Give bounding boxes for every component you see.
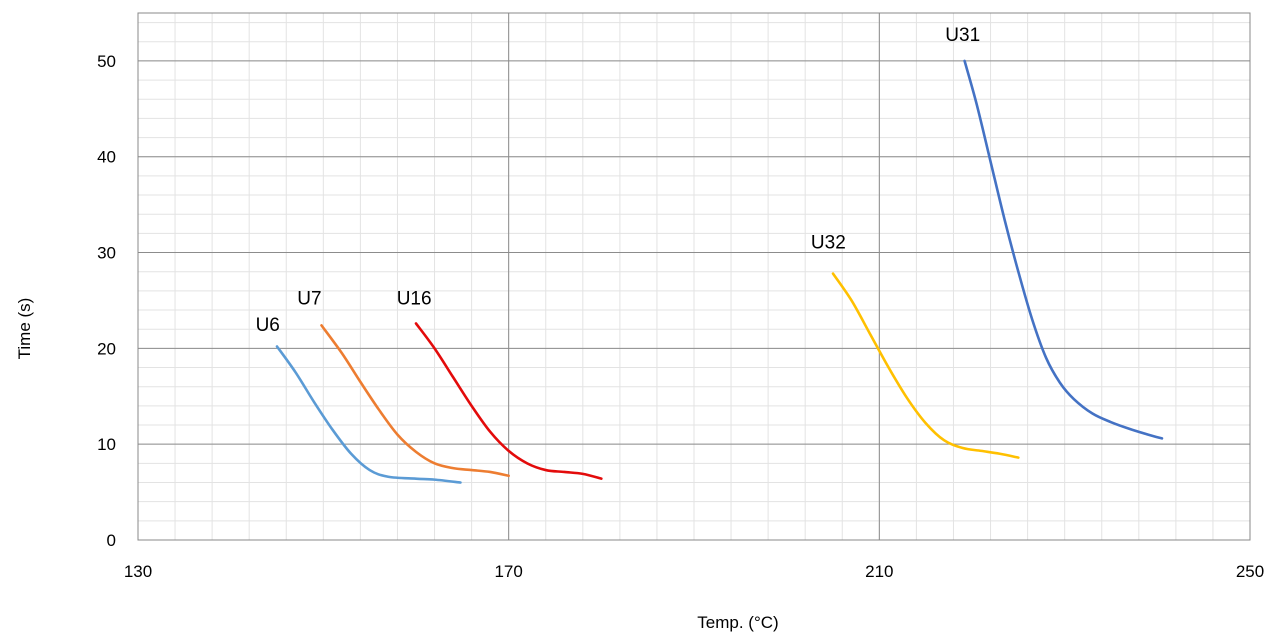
series-label-u31: U31 [945, 25, 980, 46]
y-axis-title: Time (s) [15, 298, 34, 360]
x-tick-label: 170 [494, 562, 522, 581]
y-tick-label: 10 [97, 435, 116, 454]
y-tick-label: 30 [97, 244, 116, 263]
series-line-u32 [831, 272, 1020, 459]
series-line-u16 [414, 322, 603, 480]
series-label-u32: U32 [811, 233, 846, 254]
series-label-u16: U16 [397, 288, 432, 309]
series-label-u7: U7 [297, 288, 321, 309]
y-axis-tick-labels: 0 10 20 30 40 50 [97, 52, 116, 550]
series-labels: U6 U7 U16 U32 U31 [256, 25, 981, 336]
y-tick-label: 0 [107, 531, 116, 550]
y-tick-label: 40 [97, 148, 116, 167]
series-line-u6 [275, 345, 462, 484]
series-label-u6: U6 [256, 315, 280, 336]
x-tick-label: 130 [124, 562, 152, 581]
x-tick-label: 250 [1236, 562, 1264, 581]
series-line-u31 [963, 59, 1164, 440]
y-tick-label: 50 [97, 52, 116, 71]
plot-area-frame [137, 12, 1251, 541]
x-axis-tick-labels: 130 170 210 250 [124, 562, 1264, 581]
series-line-u7 [320, 324, 510, 478]
x-tick-label: 210 [865, 562, 893, 581]
data-series [275, 59, 1164, 484]
y-tick-label: 20 [97, 339, 116, 358]
x-axis-title: Temp. (°C) [697, 613, 778, 632]
minor-gridlines [137, 13, 1251, 541]
